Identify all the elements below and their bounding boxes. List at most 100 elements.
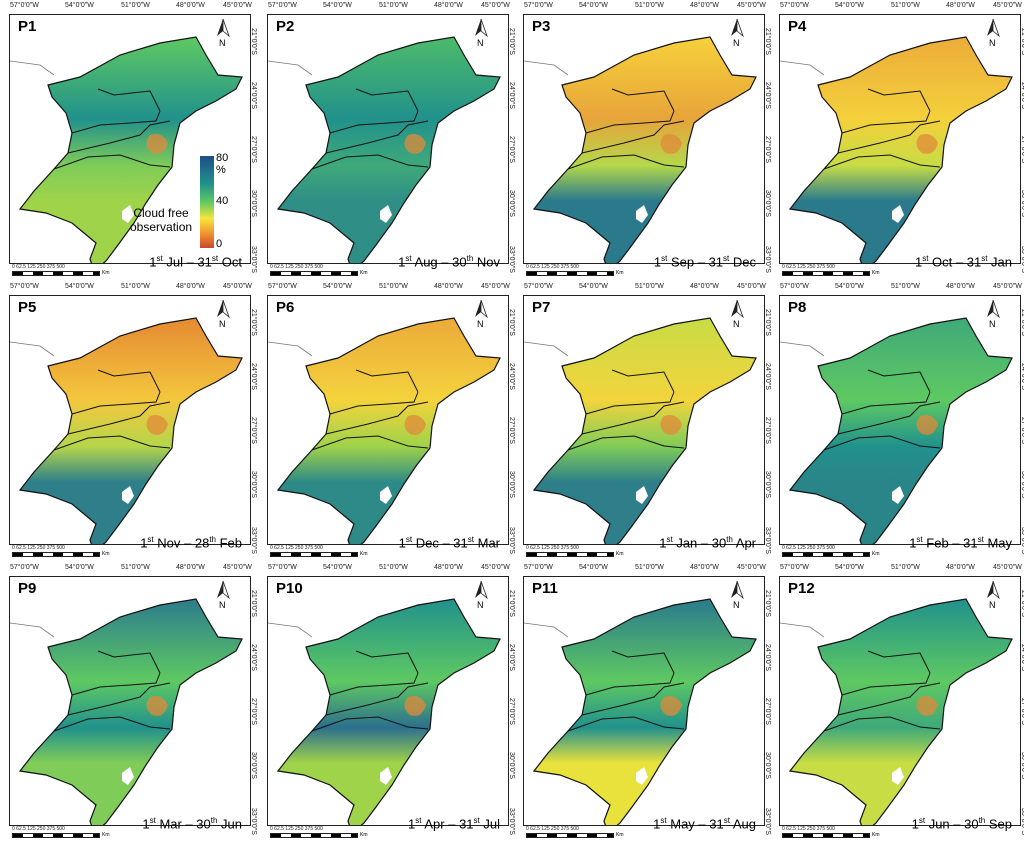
water-body — [380, 486, 392, 504]
low-observation-area — [404, 696, 426, 716]
longitude-label: 54°0'0"W — [835, 283, 864, 290]
latitude-label: 24°0'0"S — [764, 363, 771, 390]
state-boundary — [567, 716, 685, 732]
latitude-label: 24°0'0"S — [1020, 82, 1024, 109]
map-panel-p8: 57°0'0"W 54°0'0"W 51°0'0"W 48°0'0"W 45°0'0"W… — [770, 281, 1024, 562]
latitude-label: 30°0'0"S — [250, 471, 257, 498]
latitude-label: 30°0'0"S — [250, 752, 257, 779]
longitude-label: 45°0'0"W — [223, 2, 252, 9]
state-boundary — [53, 154, 171, 170]
latitude-label: 21°0'0"S — [1020, 590, 1024, 617]
longitude-label: 45°0'0"W — [481, 2, 510, 9]
panel-label: P7 — [532, 299, 551, 316]
latitude-label: 27°0'0"S — [1020, 698, 1024, 725]
water-body — [636, 767, 648, 785]
study-area — [532, 36, 757, 263]
latitude-label: 21°0'0"S — [764, 309, 771, 336]
longitude-label: 48°0'0"W — [690, 564, 719, 571]
latitude-label: 33°0'0"S — [1020, 246, 1024, 273]
longitude-label: 51°0'0"W — [379, 564, 408, 571]
latitude-label: 30°0'0"S — [764, 471, 771, 498]
latitude-label: 33°0'0"S — [1020, 527, 1024, 554]
scale-bar: 0 62.5 125 250 375 500 Km — [526, 545, 624, 557]
longitude-label: 51°0'0"W — [891, 2, 920, 9]
latitude-label: 33°0'0"S — [508, 246, 515, 273]
longitude-label: 51°0'0"W — [121, 283, 150, 290]
longitude-label: 48°0'0"W — [946, 2, 975, 9]
period-label: 1st Dec – 31st Mar — [398, 534, 500, 550]
water-body — [122, 205, 134, 223]
longitude-label: 54°0'0"W — [835, 564, 864, 571]
latitude-label: 33°0'0"S — [250, 246, 257, 273]
longitude-label: 57°0'0"W — [524, 2, 553, 9]
country-border — [268, 60, 313, 76]
period-label: 1st Sep – 31st Dec — [653, 253, 756, 269]
longitude-label: 51°0'0"W — [379, 2, 408, 9]
country-border — [780, 341, 825, 357]
country-border — [524, 60, 569, 76]
state-boundary — [325, 401, 429, 435]
latitude-label: 33°0'0"S — [764, 246, 771, 273]
map-frame — [9, 576, 251, 826]
longitude-label: 51°0'0"W — [891, 564, 920, 571]
latitude-label: 30°0'0"S — [508, 471, 515, 498]
longitude-label: 51°0'0"W — [379, 283, 408, 290]
state-boundary — [585, 110, 675, 134]
north-arrow-icon: N — [214, 299, 232, 333]
latitude-label: 33°0'0"S — [508, 808, 515, 835]
state-boundary — [67, 682, 171, 716]
longitude-label: 57°0'0"W — [780, 564, 809, 571]
water-body — [892, 767, 904, 785]
state-boundary — [837, 682, 941, 716]
study-area — [18, 36, 243, 263]
period-label: 1st Jul – 31st Oct — [149, 253, 242, 269]
latitude-label: 33°0'0"S — [250, 808, 257, 835]
scale-bar: 0 62.5 125 250 375 500 Km — [526, 826, 624, 838]
state-boundary — [867, 650, 931, 674]
low-observation-area — [916, 415, 938, 435]
north-arrow-icon: N — [984, 299, 1002, 333]
map-svg — [10, 36, 243, 263]
panel-label: P5 — [18, 299, 37, 316]
state-boundary — [867, 88, 931, 112]
state-boundary — [841, 391, 931, 415]
panel-label: P3 — [532, 18, 551, 35]
latitude-label: 21°0'0"S — [764, 590, 771, 617]
scale-bar: 0 62.5 125 250 375 500 Km — [12, 826, 110, 838]
state-boundary — [53, 716, 171, 732]
legend-title: Cloud free observation — [130, 206, 192, 234]
longitude-label: 51°0'0"W — [635, 283, 664, 290]
panel-label: P12 — [788, 580, 815, 597]
country-border — [10, 622, 55, 638]
latitude-label: 27°0'0"S — [250, 698, 257, 725]
state-boundary — [325, 682, 429, 716]
panel-label: P8 — [788, 299, 807, 316]
latitude-label: 30°0'0"S — [508, 190, 515, 217]
state-boundary — [611, 369, 675, 393]
map-svg — [10, 317, 243, 544]
scale-bar: 0 62.5 125 250 375 500 Km — [12, 545, 110, 557]
state-boundary — [97, 650, 161, 674]
north-arrow-icon: N — [214, 18, 232, 52]
map-panel-p6: 57°0'0"W 54°0'0"W 51°0'0"W 48°0'0"W 45°0'0"W… — [258, 281, 515, 562]
map-panel-p12: 57°0'0"W 54°0'0"W 51°0'0"W 48°0'0"W 45°0'0"W… — [770, 562, 1024, 843]
legend-colorbar — [200, 156, 214, 248]
longitude-label: 57°0'0"W — [10, 283, 39, 290]
study-area — [276, 317, 501, 544]
scale-bar: 0 62.5 125 250 375 500 Km — [782, 264, 880, 276]
period-label: 1st May – 31st Aug — [653, 815, 756, 831]
latitude-label: 27°0'0"S — [250, 417, 257, 444]
period-label: 1st Apr – 31st Jul — [408, 815, 500, 831]
map-svg — [524, 317, 757, 544]
longitude-label: 54°0'0"W — [323, 283, 352, 290]
map-panel-p9: 57°0'0"W 54°0'0"W 51°0'0"W 48°0'0"W 45°0'0"W… — [0, 562, 257, 843]
country-border — [780, 60, 825, 76]
latitude-label: 21°0'0"S — [764, 28, 771, 55]
longitude-label: 57°0'0"W — [268, 564, 297, 571]
low-observation-area — [916, 696, 938, 716]
panel-label: P11 — [532, 580, 558, 597]
state-boundary — [311, 154, 429, 170]
study-area — [276, 598, 501, 825]
state-boundary — [585, 391, 675, 415]
